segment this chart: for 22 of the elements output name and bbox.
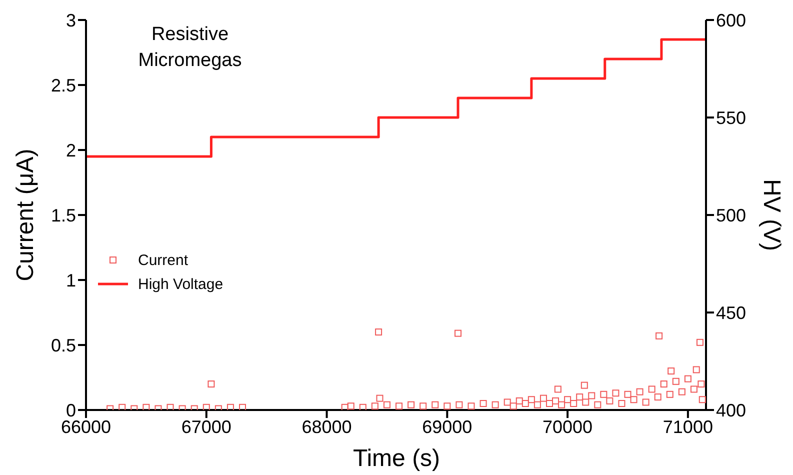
legend-label: Current [138, 252, 188, 268]
y2-tick-label: 600 [716, 10, 746, 30]
y2-tick-label: 450 [716, 302, 746, 323]
y2-tick-label: 500 [716, 205, 746, 226]
y-tick-label: 0.5 [50, 335, 76, 356]
x-tick-label: 70000 [542, 416, 593, 437]
y-tick-label: 1 [66, 270, 76, 290]
x-tick-label: 67000 [181, 416, 232, 437]
y-axis-title: Current (μA) [12, 148, 40, 282]
y-tick-label: 2 [66, 140, 76, 160]
y2-tick-label: 550 [716, 108, 746, 128]
y2-tick-label: 400 [716, 400, 746, 420]
y2-axis-title: HV (V) [757, 179, 785, 251]
y-tick-label: 2.5 [50, 75, 76, 96]
y-tick-label: 3 [66, 10, 76, 30]
x-tick-label: 69000 [422, 416, 472, 437]
y-tick-label: 1.5 [50, 205, 76, 226]
annotation: Resistive Micromegas [137, 23, 243, 73]
x-axis-title: Time (s) [352, 445, 442, 473]
legend-label: High Voltage [138, 276, 224, 292]
x-tick-label: 71000 [662, 416, 713, 437]
x-tick-label: 68000 [302, 416, 352, 437]
